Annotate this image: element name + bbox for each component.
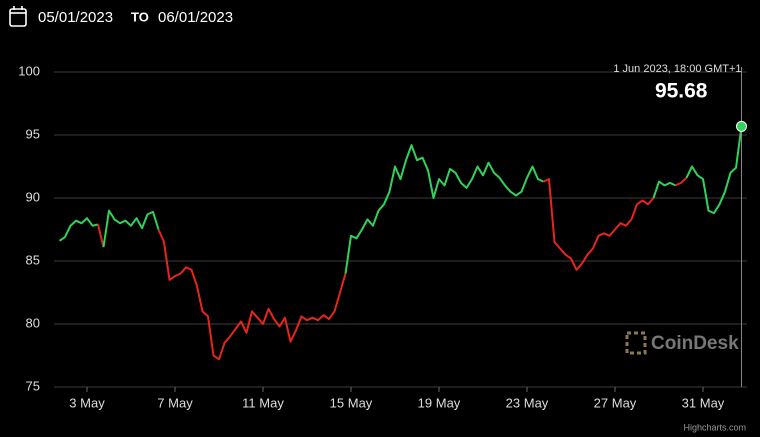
x-tick-label: 3 May xyxy=(69,395,105,410)
price-line xyxy=(58,217,99,242)
y-tick-label: 100 xyxy=(18,63,40,78)
y-tick-label: 90 xyxy=(26,189,40,204)
date-to[interactable]: 06/01/2023 xyxy=(158,9,233,26)
watermark-text: CoinDesk xyxy=(651,333,739,354)
y-tick-label: 85 xyxy=(26,252,40,267)
x-tick-label: 23 May xyxy=(506,395,549,410)
price-line xyxy=(652,180,676,199)
price-line xyxy=(157,229,347,361)
y-tick-label: 80 xyxy=(26,315,40,330)
tooltip-date: 1 Jun 2023, 18:00 GMT+1 xyxy=(613,63,741,75)
y-tick-label: 95 xyxy=(26,126,40,141)
last-point xyxy=(736,120,747,132)
date-separator: TO xyxy=(131,9,149,24)
x-tick-label: 11 May xyxy=(242,395,284,410)
y-tick-label: 75 xyxy=(26,378,40,393)
watermark-logo xyxy=(625,331,647,355)
date-from[interactable]: 05/01/2023 xyxy=(38,9,113,26)
price-line xyxy=(97,224,105,248)
x-tick-label: 15 May xyxy=(330,395,373,410)
credit: Highcharts.com xyxy=(683,422,746,432)
calendar-icon xyxy=(9,6,27,27)
x-tick-label: 19 May xyxy=(418,395,461,410)
price-line xyxy=(675,177,688,187)
watermark: CoinDesk xyxy=(625,331,739,355)
x-tick-label: 31 May xyxy=(682,395,725,410)
price-line xyxy=(102,209,160,248)
x-tick-label: 27 May xyxy=(594,395,637,410)
price-line xyxy=(543,178,655,271)
price-line xyxy=(685,126,743,215)
price-line xyxy=(344,144,544,274)
x-tick-label: 7 May xyxy=(157,395,193,410)
tooltip-value: 95.68 xyxy=(655,80,708,103)
